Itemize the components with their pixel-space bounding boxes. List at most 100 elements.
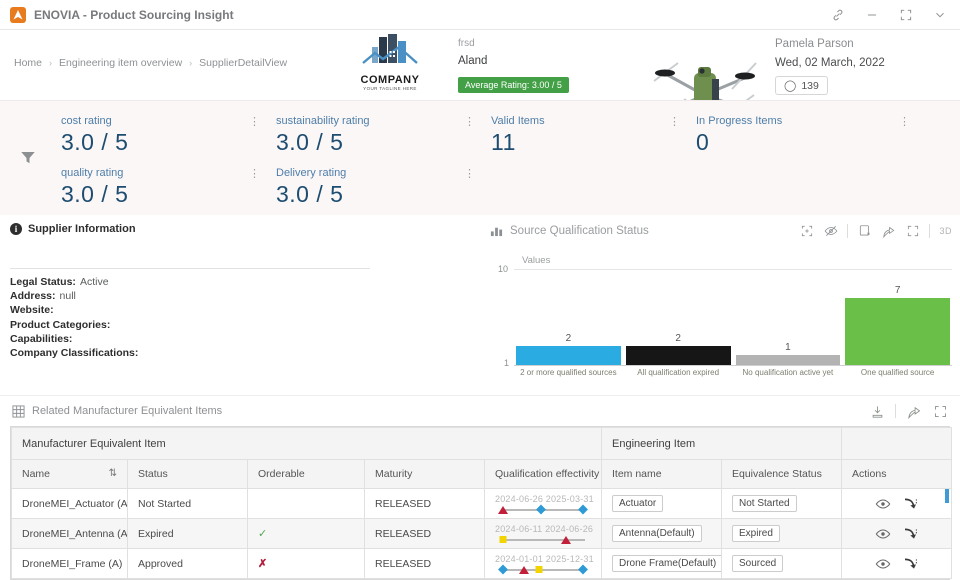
middle-panels: i Supplier Information Legal Status: Acti…: [0, 215, 960, 395]
minimize-icon[interactable]: [864, 7, 880, 23]
share-icon[interactable]: [906, 403, 922, 419]
cell-status: Expired: [127, 518, 248, 549]
cell-status: Not Started: [127, 488, 248, 519]
cell-item-name: Actuator: [601, 488, 722, 519]
breadcrumb: Home › Engineering item overview › SupplierD…: [14, 57, 287, 69]
chart-bar[interactable]: [735, 355, 841, 365]
column-header-qualification-effectivity[interactable]: Qualification effectivity: [484, 459, 602, 489]
field-label: Company Classifications:: [10, 347, 139, 360]
table-row[interactable]: DroneMEI_Actuator (A) Not Started RELEASED…: [11, 488, 953, 519]
chart-bar-slot: 7: [845, 285, 950, 365]
kebab-menu-icon[interactable]: ⋮: [669, 116, 680, 128]
chart-bar[interactable]: [516, 345, 621, 365]
field-label: Capabilities:: [10, 332, 73, 345]
related-items-title: Related Manufacturer Equivalent Items: [32, 405, 223, 417]
average-rating-badge: Average Rating: 3.00 / 5: [458, 77, 569, 93]
filter-icon[interactable]: [19, 149, 37, 167]
breadcrumb-item-engineering-item-overview[interactable]: Engineering item overview: [59, 57, 183, 69]
kebab-menu-icon[interactable]: ⋮: [464, 168, 475, 180]
share-icon[interactable]: [881, 223, 896, 238]
kpi-card-quality-rating: quality rating 3.0 / 5 ⋮: [55, 159, 270, 211]
kebab-menu-icon[interactable]: ⋮: [249, 168, 260, 180]
link-icon[interactable]: [830, 7, 846, 23]
expand-icon[interactable]: [898, 7, 914, 23]
kpi-value: 3.0 / 5: [61, 129, 129, 155]
view-3d-toggle[interactable]: 3D: [939, 225, 952, 236]
cell-actions: [841, 548, 953, 579]
related-items-section: Related Manufacturer Equivalent Items Ma…: [0, 395, 960, 580]
app-title: ENOVIA - Product Sourcing Insight: [34, 7, 234, 22]
breadcrumb-separator: ›: [189, 58, 193, 68]
kpi-label: Delivery rating: [276, 167, 347, 179]
timeline-line: [501, 569, 585, 571]
field-label: Legal Status:: [10, 276, 76, 288]
breadcrumb-item-home[interactable]: Home: [14, 57, 43, 69]
kebab-menu-icon[interactable]: ⋮: [464, 116, 475, 128]
item-name-chip[interactable]: Actuator: [612, 495, 664, 512]
chart-bar[interactable]: [845, 297, 950, 365]
count-badge[interactable]: ◯︎ 139: [775, 76, 828, 95]
navigate-icon[interactable]: [903, 527, 919, 541]
cell-qualification-effectivity: 2024-01-01 2025-12-31: [484, 548, 602, 579]
kpi-label: Valid Items: [491, 115, 545, 127]
kpi-value: 0: [696, 129, 710, 155]
export-report-icon[interactable]: [857, 223, 872, 238]
column-header-orderable[interactable]: Orderable: [247, 459, 365, 489]
effectivity-dates: 2024-01-01 2025-12-31: [495, 554, 594, 564]
company-location: Aland: [458, 55, 488, 67]
breadcrumb-item-supplierdetailview[interactable]: SupplierDetailView: [199, 57, 288, 69]
cell-name: DroneMEI_Actuator (A): [11, 488, 128, 519]
effectivity-timeline: [497, 504, 589, 515]
fullscreen-icon[interactable]: [905, 223, 920, 238]
export-table-icon[interactable]: [869, 403, 885, 419]
eye-off-icon[interactable]: [823, 223, 838, 238]
timeline-marker-diamond: [578, 564, 589, 575]
chart-title: Source Qualification Status: [510, 224, 649, 237]
column-header-equivalence-status[interactable]: Equivalence Status: [720, 459, 843, 489]
kebab-menu-icon[interactable]: ⋮: [899, 116, 910, 128]
column-header-name[interactable]: Name ⇅: [11, 459, 128, 489]
effectivity-dates: 2024-06-11 2024-06-26: [495, 524, 594, 534]
timeline-marker-square: [499, 536, 507, 543]
cell-item-name: Drone Frame(Default): [601, 548, 722, 579]
info-icon: i: [10, 223, 22, 235]
fullscreen-icon[interactable]: [932, 403, 948, 419]
navigate-icon[interactable]: [903, 557, 919, 571]
column-header-actions[interactable]: Actions: [841, 459, 953, 489]
kebab-menu-icon[interactable]: ⋮: [249, 116, 260, 128]
view-icon[interactable]: [875, 497, 891, 511]
kpi-value: 3.0 / 5: [276, 129, 344, 155]
table-row[interactable]: DroneMEI_Frame (A) Approved ✗ RELEASED 2024-…: [11, 548, 953, 579]
chart-bar[interactable]: [625, 345, 731, 365]
supplier-header: Home › Engineering item overview › SupplierD…: [0, 30, 960, 122]
kpi-card-sustainability-rating: sustainability rating 3.0 / 5 ⋮: [270, 107, 485, 159]
timeline-marker-diamond: [578, 504, 589, 515]
cell-status: Approved: [127, 548, 248, 579]
column-header-status[interactable]: Status: [127, 459, 248, 489]
column-header-maturity[interactable]: Maturity: [364, 459, 485, 489]
counter-icon: ◯︎: [784, 80, 797, 92]
table-row[interactable]: DroneMEI_Antenna (A) Expired ✓ RELEASED 2024…: [11, 518, 953, 549]
chart-y-axis-title: Values: [522, 255, 551, 266]
navigate-icon[interactable]: [903, 497, 919, 511]
supplier-info-field: Company Classifications:: [10, 346, 475, 360]
chevron-down-icon[interactable]: [932, 7, 948, 23]
cell-qualification-effectivity: 2024-06-26 2025-03-31: [484, 488, 602, 519]
cell-orderable: [247, 488, 365, 519]
chart-y-tick-10: 10: [498, 264, 509, 274]
group-header: Engineering Item: [600, 427, 843, 460]
timeline-marker-triangle: [518, 566, 529, 574]
view-icon[interactable]: [875, 527, 891, 541]
timeline-marker-triangle: [560, 536, 571, 544]
scrollbar-thumb[interactable]: [945, 489, 949, 503]
sort-icon[interactable]: ⇅: [108, 468, 117, 479]
column-header-item-name[interactable]: Item name: [601, 459, 722, 489]
source-qualification-chart: Values 10 1 2 2 1 7 2 or more qualified sou…: [498, 255, 952, 391]
company-logo-name: COMPANY: [360, 74, 420, 86]
supplier-info-panel: i Supplier Information Legal Status: Acti…: [10, 223, 475, 360]
focus-icon[interactable]: [799, 223, 814, 238]
view-icon[interactable]: [875, 557, 891, 571]
item-name-chip[interactable]: Antenna(Default): [612, 525, 702, 542]
item-name-chip[interactable]: Drone Frame(Default): [612, 555, 721, 572]
titlebar: ENOVIA - Product Sourcing Insight: [0, 0, 960, 30]
